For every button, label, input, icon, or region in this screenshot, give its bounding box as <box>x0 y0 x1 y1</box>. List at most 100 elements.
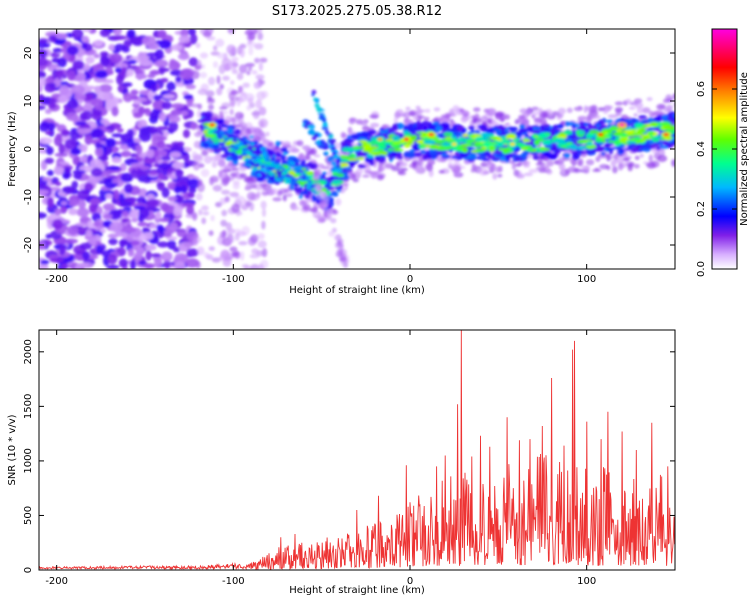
heatmap-cell <box>433 107 441 112</box>
heatmap-cell <box>116 74 124 85</box>
heatmap-cell <box>311 136 316 140</box>
heatmap-cell <box>503 114 511 120</box>
heatmap-cell <box>625 98 632 105</box>
heatmap-cell <box>229 108 234 116</box>
heatmap-cell <box>539 154 546 160</box>
heatmap-cell <box>46 169 54 177</box>
heatmap-cell <box>402 162 408 167</box>
heatmap-cell <box>294 163 300 167</box>
heatmap-cell <box>167 239 177 250</box>
heatmap-cell <box>245 200 252 207</box>
heatmap-cell <box>113 189 120 200</box>
heatmap-cell <box>632 132 644 136</box>
heatmap-cell <box>189 33 198 45</box>
heatmap-cell <box>202 143 210 147</box>
heatmap-cell <box>83 93 93 101</box>
heatmap-cell <box>220 249 230 259</box>
heatmap-cell <box>192 234 198 244</box>
heatmap-cell <box>77 144 88 151</box>
heatmap-cell <box>493 150 502 154</box>
heatmap-cell <box>142 35 156 47</box>
heatmap-cell <box>238 241 248 246</box>
heatmap-cell <box>70 84 85 95</box>
heatmap-cell <box>190 70 200 80</box>
heatmap-cell <box>508 126 518 131</box>
heatmap-cell <box>60 263 69 269</box>
heatmap-cell <box>209 123 215 127</box>
heatmap-cell <box>257 143 264 149</box>
heatmap-cell <box>177 141 185 147</box>
heatmap-cell <box>600 120 605 126</box>
heatmap-cell <box>285 150 290 154</box>
heatmap-cell <box>300 161 305 165</box>
heatmap-cell <box>571 153 580 160</box>
heatmap-cell <box>212 184 223 192</box>
heatmap-cell <box>105 66 113 75</box>
heatmap-cell <box>218 64 226 75</box>
heatmap-cell <box>403 119 413 123</box>
heatmap-cell <box>178 35 192 44</box>
heatmap-cell <box>174 186 182 194</box>
heatmap-cell <box>585 159 595 166</box>
heatmap-cell <box>595 137 603 143</box>
heatmap-cell <box>59 244 66 256</box>
heatmap-cell <box>216 87 223 96</box>
heatmap-cell <box>114 43 126 52</box>
heatmap-cell <box>479 115 489 124</box>
heatmap-cell <box>633 113 638 117</box>
heatmap-cell <box>111 106 119 117</box>
heatmap-cell <box>136 97 148 102</box>
heatmap-cell <box>532 155 540 160</box>
heatmap-cell <box>457 137 467 143</box>
heatmap-cell <box>42 177 53 182</box>
heatmap-cell <box>304 199 314 203</box>
heatmap-cell <box>247 153 256 157</box>
heatmap-cell <box>182 242 195 247</box>
heatmap-cell <box>557 107 566 115</box>
heatmap-cell <box>566 107 573 114</box>
heatmap-cell <box>139 234 147 241</box>
heatmap-cell <box>220 123 228 128</box>
heatmap-cell <box>71 29 84 40</box>
heatmap-cell <box>576 140 586 144</box>
heatmap-cell <box>671 159 675 167</box>
heatmap-cell <box>497 124 504 130</box>
heatmap-cell <box>201 64 206 69</box>
heatmap-cell <box>557 113 564 118</box>
heatmap-cell <box>639 139 646 142</box>
heatmap-cell <box>218 170 223 179</box>
heatmap-cell <box>240 251 245 261</box>
heatmap-cell <box>249 135 254 139</box>
heatmap-cell <box>634 155 640 160</box>
heatmap-cell <box>299 199 306 207</box>
heatmap-cell <box>252 109 260 120</box>
heatmap-cell <box>126 68 134 77</box>
heatmap-cell <box>487 154 496 159</box>
heatmap-cell <box>378 130 387 134</box>
heatmap-cell <box>438 169 445 174</box>
y-tick-label: 1500 <box>23 394 34 419</box>
spectrogram-x-ticks: -200 -100 0 100 <box>45 29 596 285</box>
heatmap-cell <box>45 130 53 135</box>
heatmap-cell <box>298 155 306 160</box>
heatmap-cell <box>598 133 604 137</box>
heatmap-cell <box>628 106 636 110</box>
heatmap-cell <box>586 116 593 123</box>
heatmap-cell <box>147 73 156 79</box>
heatmap-cell <box>138 214 145 223</box>
heatmap-cell <box>99 29 111 38</box>
heatmap-cell <box>172 161 185 169</box>
heatmap-cell <box>260 200 267 210</box>
heatmap-cell <box>505 122 510 126</box>
snr-frame <box>38 329 676 571</box>
heatmap-cell <box>648 154 653 163</box>
heatmap-cell <box>107 166 121 171</box>
heatmap-cell <box>211 257 221 263</box>
heatmap-cell <box>657 122 663 126</box>
heatmap-cell <box>336 158 342 162</box>
heatmap-cell <box>133 252 143 261</box>
heatmap-cell <box>612 166 618 174</box>
heatmap-cell <box>307 190 312 195</box>
heatmap-cell <box>85 56 95 64</box>
heatmap-cell <box>251 70 258 75</box>
